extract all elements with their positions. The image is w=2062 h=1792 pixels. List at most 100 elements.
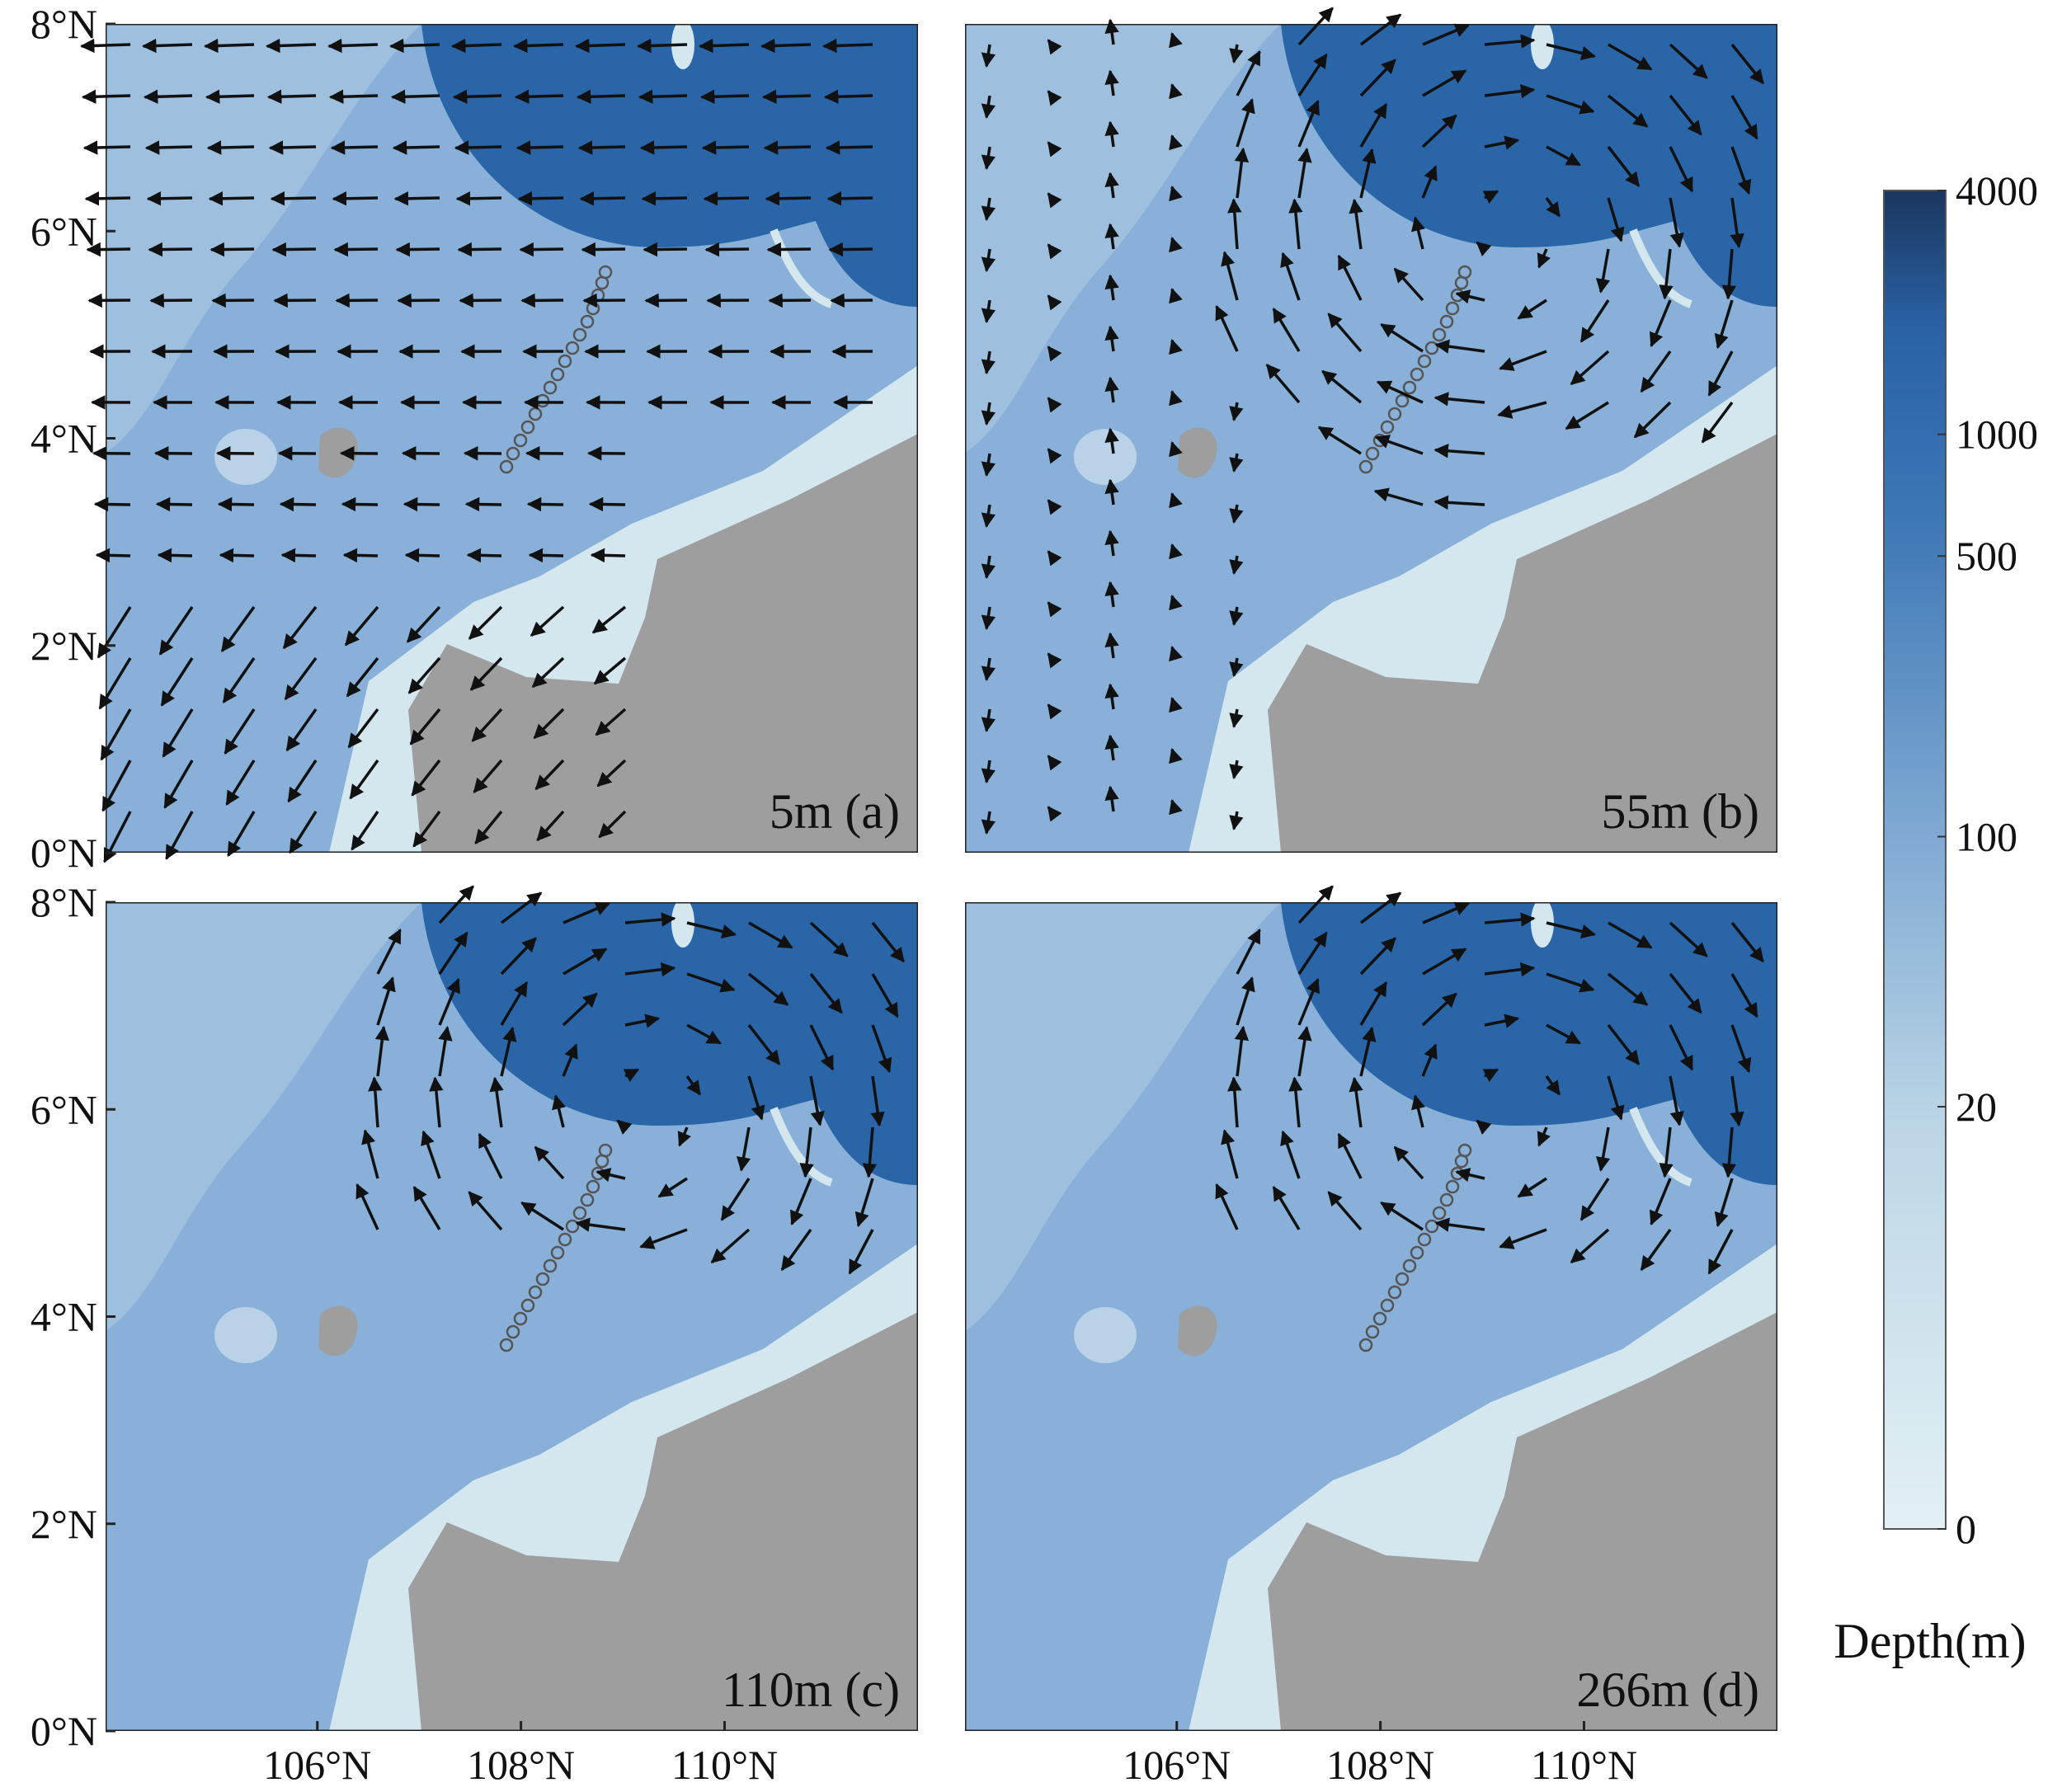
current-arrow: [1669, 921, 1708, 957]
colorbar: [1883, 190, 1947, 1530]
current-arrow: [163, 760, 194, 809]
lat-tick-label: 8°N: [31, 879, 97, 925]
current-arrow: [624, 962, 676, 977]
current-arrow: [528, 548, 564, 563]
current-arrow: [809, 972, 843, 1014]
current-arrow: [1434, 339, 1485, 354]
current-arrow: [1607, 94, 1649, 128]
current-arrow: [704, 242, 750, 257]
current-arrow: [1229, 811, 1244, 830]
current-arrow: [981, 95, 996, 120]
current-arrow: [144, 140, 193, 155]
lat-tick-label: 0°N: [31, 1708, 97, 1754]
basemap: [106, 20, 918, 853]
current-arrow: [809, 1075, 825, 1126]
current-arrow: [1499, 1228, 1547, 1249]
current-arrow: [368, 1076, 383, 1128]
current-arrow: [451, 38, 502, 54]
current-arrow: [1434, 495, 1485, 510]
current-arrow: [1537, 1126, 1551, 1147]
panel-label: 266m (d): [1576, 1663, 1759, 1717]
current-arrow: [1649, 299, 1672, 348]
current-arrow: [1229, 606, 1244, 626]
current-arrow: [209, 242, 255, 257]
current-arrow: [407, 656, 441, 694]
current-arrow: [474, 810, 503, 844]
current-arrow: [1359, 937, 1396, 976]
current-arrow: [1327, 1191, 1363, 1231]
current-arrow: [854, 1178, 874, 1228]
basemap: [965, 20, 1777, 853]
current-arrow: [409, 708, 441, 745]
current-arrow: [454, 140, 502, 155]
current-arrow: [809, 921, 849, 957]
lat-tick-label: 2°N: [31, 623, 97, 669]
current-arrow: [1393, 1145, 1424, 1180]
current-arrow: [643, 242, 688, 257]
current-arrow: [981, 453, 996, 477]
current-arrow: [1229, 44, 1244, 63]
current-arrow: [1545, 196, 1561, 218]
current-arrow: [1546, 921, 1596, 939]
current-arrow: [393, 191, 440, 206]
current-arrow: [395, 242, 440, 257]
current-arrow: [1104, 18, 1119, 45]
current-arrow: [376, 976, 396, 1026]
current-arrow: [1104, 632, 1119, 659]
current-arrow: [598, 810, 627, 839]
current-arrow: [1607, 197, 1625, 242]
current-arrow: [227, 811, 256, 858]
current-arrow: [639, 1228, 688, 1249]
current-arrow: [1517, 299, 1547, 320]
current-arrow: [1730, 1075, 1744, 1127]
current-arrow: [86, 242, 131, 257]
current-arrow: [871, 921, 905, 963]
current-arrow: [1280, 1130, 1301, 1179]
current-arrow: [563, 901, 610, 924]
current-arrow: [1104, 478, 1119, 506]
map-panel: 266m (d): [965, 885, 1777, 1731]
current-arrow: [1229, 760, 1244, 779]
current-arrow: [526, 496, 564, 512]
current-arrow: [686, 921, 737, 939]
current-arrow: [981, 44, 996, 68]
current-arrow: [1517, 1177, 1547, 1198]
current-arrow: [1047, 499, 1062, 515]
current-arrow: [575, 38, 626, 54]
current-arrow: [469, 656, 503, 691]
current-arrow: [1359, 13, 1402, 46]
current-arrow: [1047, 346, 1062, 362]
current-arrow: [1669, 1024, 1694, 1071]
current-arrow: [534, 759, 565, 791]
current-arrow: [1484, 83, 1536, 99]
current-vectors: [80, 38, 873, 863]
lon-tick-label: 106°N: [1123, 1742, 1231, 1788]
current-arrow: [1317, 426, 1362, 455]
current-arrow: [1359, 981, 1388, 1026]
current-arrow: [1169, 594, 1183, 611]
current-arrow: [1374, 435, 1424, 455]
lat-tick-label: 8°N: [31, 1, 97, 47]
current-arrow: [1215, 304, 1239, 352]
current-arrow: [1359, 59, 1396, 97]
current-arrow: [1272, 308, 1301, 352]
current-arrow: [1730, 921, 1764, 963]
current-arrow: [789, 1178, 812, 1226]
current-arrow: [146, 191, 193, 206]
current-arrow: [1169, 440, 1183, 458]
current-arrow: [1422, 69, 1467, 97]
current-arrow: [826, 191, 873, 206]
current-arrow: [520, 1201, 564, 1231]
current-arrow: [1484, 912, 1536, 927]
current-arrow: [208, 191, 255, 206]
current-arrow: [562, 992, 598, 1027]
current-arrow: [1669, 146, 1694, 193]
current-arrow: [761, 89, 812, 104]
current-arrow: [1359, 102, 1388, 148]
current-arrow: [1047, 39, 1062, 55]
current-arrow: [1349, 198, 1363, 250]
current-arrow: [97, 606, 132, 659]
current-arrow: [1380, 1201, 1424, 1231]
current-arrow: [624, 1014, 661, 1028]
current-arrow: [93, 496, 131, 512]
